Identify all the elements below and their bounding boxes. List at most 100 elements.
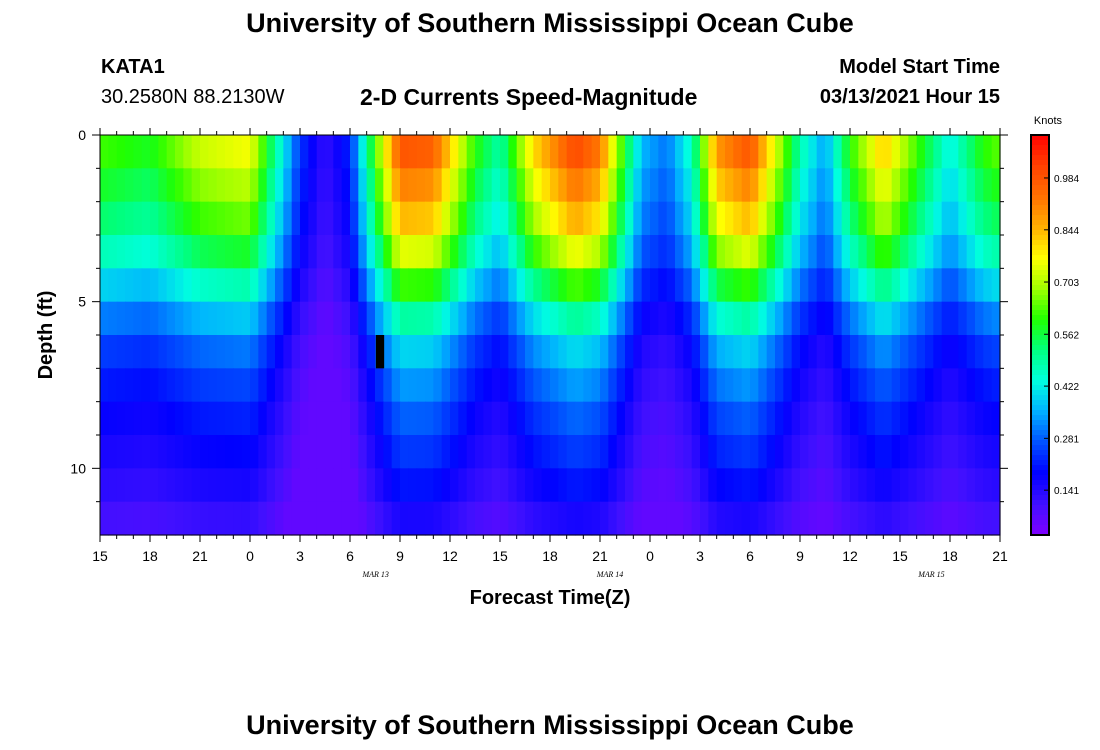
colorbar-segment (1031, 255, 1049, 261)
model-start-label: Model Start Time (839, 56, 1000, 78)
heatmap-cell (233, 235, 243, 269)
heatmap-cell (508, 468, 518, 503)
heatmap-cell (641, 401, 651, 436)
colorbar-segment (1031, 390, 1049, 396)
heatmap-cell (250, 168, 259, 203)
heatmap-cell (525, 268, 534, 303)
heatmap-cell (875, 268, 884, 303)
heatmap-cell (966, 301, 976, 336)
heatmap-cell (233, 468, 243, 503)
heatmap-cell (650, 501, 659, 536)
heatmap-cell (941, 368, 951, 403)
heatmap-cell (416, 235, 426, 269)
heatmap-cell (433, 168, 443, 203)
heatmap-cell (425, 268, 434, 303)
heatmap-cell (550, 401, 559, 436)
heatmap-cell (425, 335, 434, 369)
heatmap-cell (741, 335, 751, 369)
heatmap-cell (666, 268, 676, 303)
colorbar-segment (1031, 515, 1049, 521)
heatmap-cell (933, 268, 943, 303)
heatmap-cell (333, 368, 343, 403)
heatmap-cell (250, 201, 259, 236)
x-date-label: MAR 13 (361, 570, 388, 579)
colorbar-segment (1031, 415, 1049, 421)
colorbar-segment (1031, 275, 1049, 281)
heatmap-cell (441, 335, 451, 369)
heatmap-cell (208, 268, 218, 303)
heatmap-cell (883, 468, 893, 503)
heatmap-cell (716, 335, 726, 369)
heatmap-cell (166, 335, 176, 369)
heatmap-cell (208, 201, 218, 236)
heatmap-cell (758, 201, 768, 236)
heatmap-cell (200, 368, 209, 403)
heatmap-cell (783, 368, 793, 403)
heatmap-cell (766, 468, 776, 503)
heatmap-cell (175, 235, 184, 269)
heatmap-cell (591, 368, 601, 403)
heatmap-cell (650, 368, 659, 403)
heatmap-cell (583, 301, 593, 336)
heatmap-cell (483, 268, 493, 303)
heatmap-cell (425, 501, 434, 536)
heatmap-cell (708, 301, 718, 336)
heatmap-cell (191, 301, 201, 336)
heatmap-cell (116, 435, 126, 469)
heatmap-cell (950, 468, 959, 503)
heatmap-cell (941, 135, 951, 169)
heatmap-cell (216, 135, 226, 169)
colorbar-segment (1031, 215, 1049, 221)
colorbar-segment (1031, 455, 1049, 461)
heatmap-cell (166, 401, 176, 436)
heatmap-cell (391, 235, 401, 269)
heatmap-cell (466, 201, 476, 236)
colorbar-segment (1031, 190, 1049, 196)
heatmap-cell (350, 135, 359, 169)
heatmap-cell (400, 201, 409, 236)
heatmap-cell (125, 301, 134, 336)
heatmap-cell (191, 335, 201, 369)
colorbar-segment (1031, 160, 1049, 166)
heatmap-cell (275, 401, 284, 436)
heatmap-cell (166, 501, 176, 536)
heatmap-cell (725, 201, 734, 236)
heatmap-cell (833, 301, 843, 336)
heatmap-cell (283, 501, 293, 536)
heatmap-cell (600, 435, 609, 469)
heatmap-cell (558, 468, 568, 503)
heatmap-cell (100, 468, 109, 503)
heatmap-cell (266, 235, 276, 269)
heatmap-cell (308, 301, 318, 336)
heatmap-cell (141, 501, 151, 536)
heatmap-cell (275, 468, 284, 503)
heatmap-cell (141, 201, 151, 236)
heatmap-cell (375, 235, 384, 269)
heatmap-cell (491, 468, 501, 503)
colorbar-segment (1031, 225, 1049, 231)
heatmap-cell (266, 301, 276, 336)
heatmap-cell (100, 501, 109, 536)
heatmap-cell (550, 235, 559, 269)
heatmap-cell (408, 435, 418, 469)
heatmap-cell (675, 401, 684, 436)
heatmap-cell (483, 435, 493, 469)
heatmap-cell (233, 368, 243, 403)
heatmap-cell (533, 368, 543, 403)
heatmap-cell (566, 268, 576, 303)
heatmap-cell (550, 501, 559, 536)
heatmap-cell (891, 435, 901, 469)
heatmap-cell (458, 335, 468, 369)
heatmap-cell (400, 135, 409, 169)
heatmap-cell (958, 368, 968, 403)
heatmap-cell (583, 168, 593, 203)
heatmap-cell (983, 301, 993, 336)
heatmap-cell (741, 235, 751, 269)
heatmap-cell (733, 335, 743, 369)
heatmap-cell (558, 168, 568, 203)
heatmap-cell (766, 268, 776, 303)
heatmap-cell (800, 335, 809, 369)
heatmap-cell (641, 501, 651, 536)
heatmap-cell (433, 435, 443, 469)
heatmap-cell (908, 435, 918, 469)
